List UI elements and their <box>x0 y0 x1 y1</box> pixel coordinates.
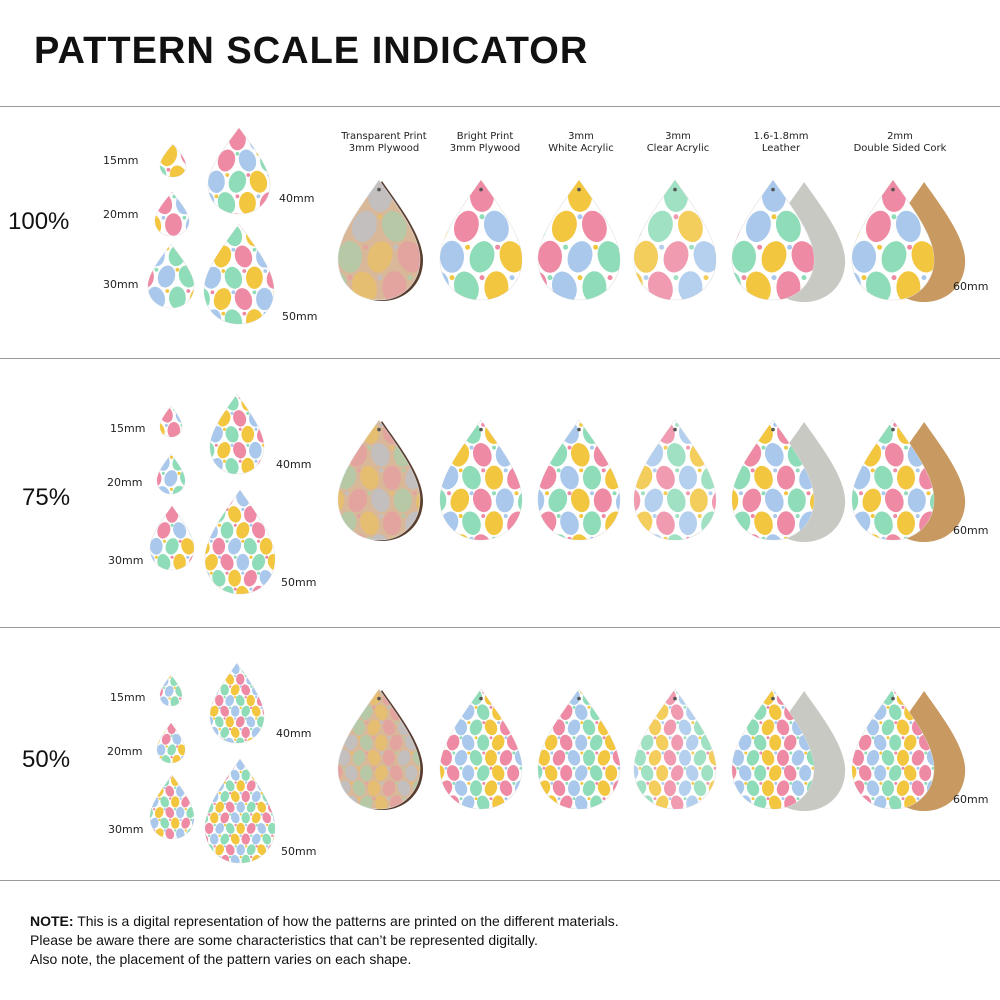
material-swatch-white <box>537 688 621 810</box>
size-swatch-50mm <box>204 489 276 595</box>
size-swatch-15mm <box>159 143 187 178</box>
size-label-15mm: 15mm <box>103 154 139 167</box>
size-swatch-50mm <box>204 758 276 864</box>
size-label-50mm: 50mm <box>281 845 317 858</box>
material-swatch-leather <box>731 179 846 302</box>
size-label-15mm: 15mm <box>110 422 146 435</box>
size-swatch-20mm <box>156 722 186 764</box>
size-label-20mm: 20mm <box>107 476 143 489</box>
size-label-60mm: 60mm <box>953 524 989 537</box>
size-swatch-20mm <box>156 453 186 495</box>
note-line-1: This is a digital representation of how … <box>73 913 619 929</box>
material-swatch-plywood <box>337 688 423 810</box>
material-swatch-clear <box>633 688 717 810</box>
size-swatch-30mm <box>149 774 195 840</box>
size-swatch-30mm <box>147 243 195 309</box>
size-label-60mm: 60mm <box>953 793 989 806</box>
scale-percent-label: 75% <box>22 484 71 511</box>
material-label-plywood: Transparent Print 3mm Plywood <box>341 131 427 154</box>
size-label-40mm: 40mm <box>279 192 315 205</box>
size-swatch-30mm <box>149 505 195 571</box>
scale-percent-label: 100% <box>8 208 70 235</box>
size-swatch-15mm <box>159 405 183 438</box>
size-swatch-20mm <box>154 191 190 237</box>
size-swatch-40mm <box>209 393 265 475</box>
size-label-40mm: 40mm <box>276 727 312 740</box>
size-label-15mm: 15mm <box>110 691 146 704</box>
size-label-30mm: 30mm <box>103 278 139 291</box>
size-swatch-40mm <box>207 127 271 215</box>
size-label-50mm: 50mm <box>282 310 318 323</box>
size-swatch-40mm <box>209 662 265 744</box>
material-swatch-cork <box>851 179 966 302</box>
divider-2 <box>0 627 1000 628</box>
material-swatch-bright <box>439 688 523 810</box>
size-label-40mm: 40mm <box>276 458 312 471</box>
material-swatch-leather <box>731 688 846 811</box>
size-label-20mm: 20mm <box>107 745 143 758</box>
scale-percent-label: 50% <box>22 746 71 773</box>
size-label-20mm: 20mm <box>103 208 139 221</box>
material-swatch-white <box>537 179 621 301</box>
material-swatch-clear <box>633 419 717 541</box>
material-swatch-cork <box>851 419 966 542</box>
divider-top <box>0 106 1000 107</box>
material-label-cork: 2mm Double Sided Cork <box>853 131 947 154</box>
size-label-30mm: 30mm <box>108 554 144 567</box>
divider-bottom <box>0 880 1000 881</box>
material-label-clear-acrylic: 3mm Clear Acrylic <box>646 131 710 154</box>
material-swatch-plywood <box>337 179 423 301</box>
size-label-60mm: 60mm <box>953 280 989 293</box>
size-swatch-50mm <box>203 223 275 325</box>
note: NOTE: This is a digital representation o… <box>30 912 619 969</box>
material-swatch-clear <box>633 179 717 301</box>
material-swatch-plywood <box>337 419 423 541</box>
material-swatch-white <box>537 419 621 541</box>
size-label-30mm: 30mm <box>108 823 144 836</box>
material-label-leather: 1.6-1.8mm Leather <box>753 131 809 154</box>
divider-1 <box>0 358 1000 359</box>
material-swatch-bright <box>439 179 523 301</box>
note-line-3: Also note, the placement of the pattern … <box>30 951 412 967</box>
note-line-2: Please be aware there are some character… <box>30 932 538 948</box>
material-label-bright: Bright Print 3mm Plywood <box>449 131 521 154</box>
size-swatch-15mm <box>159 674 183 707</box>
note-label: NOTE: <box>30 913 74 929</box>
page-title: PATTERN SCALE INDICATOR <box>34 30 589 72</box>
material-label-white-acrylic: 3mm White Acrylic <box>548 131 614 154</box>
material-swatch-bright <box>439 419 523 541</box>
material-swatch-leather <box>731 419 846 542</box>
material-swatch-cork <box>851 688 966 811</box>
size-label-50mm: 50mm <box>281 576 317 589</box>
